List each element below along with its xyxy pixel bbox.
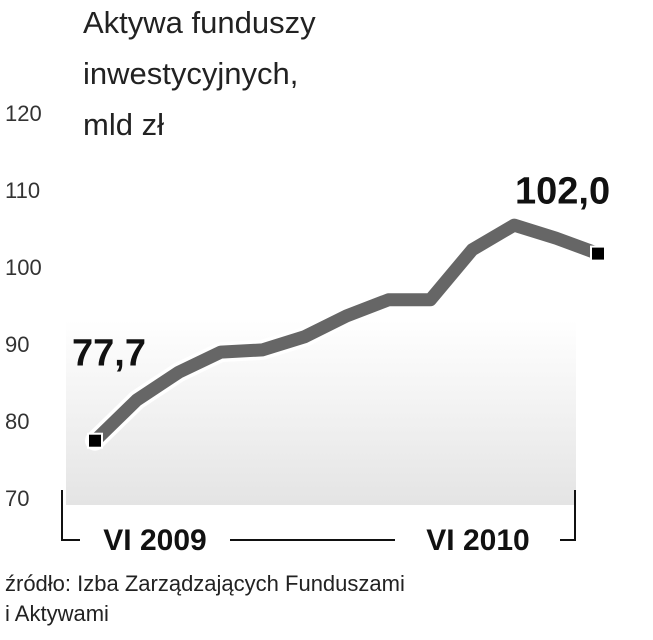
chart-title: mld zł <box>83 107 164 142</box>
y-tick-label: 80 <box>5 409 29 434</box>
y-tick-label: 100 <box>5 255 42 280</box>
y-tick-label: 70 <box>5 486 29 511</box>
source: źródło: Izba Zarządzających Funduszami <box>5 571 405 596</box>
data-label: 77,7 <box>72 333 146 375</box>
data-label: 102,0 <box>515 171 610 213</box>
point-marker <box>590 245 606 262</box>
line <box>88 218 605 448</box>
y-tick-label: 90 <box>5 332 29 357</box>
x-tick-label: VI 2009 <box>103 524 206 557</box>
y-tick-label: 110 <box>5 178 40 203</box>
point-marker <box>87 432 103 449</box>
chart-title: inwestycyjnych, <box>83 56 298 91</box>
x-tick-label: VI 2010 <box>426 524 529 557</box>
source: i Aktywami <box>5 601 109 626</box>
chart-title: Aktywa funduszy <box>83 5 316 40</box>
y-tick-label: 120 <box>5 101 42 126</box>
background-pattern <box>66 320 576 505</box>
x-axis-bracket <box>61 490 576 541</box>
